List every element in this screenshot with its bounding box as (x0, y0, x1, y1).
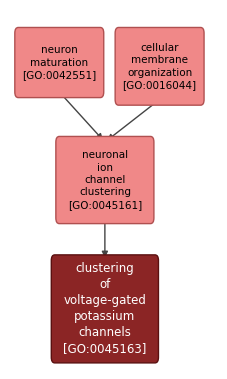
FancyBboxPatch shape (51, 255, 158, 363)
FancyBboxPatch shape (115, 28, 203, 105)
FancyBboxPatch shape (15, 28, 103, 98)
FancyBboxPatch shape (56, 136, 153, 224)
Text: clustering
of
voltage-gated
potassium
channels
[GO:0045163]: clustering of voltage-gated potassium ch… (63, 262, 146, 356)
Text: neuronal
ion
channel
clustering
[GO:0045161]: neuronal ion channel clustering [GO:0045… (67, 150, 141, 210)
Text: cellular
membrane
organization
[GO:0016044]: cellular membrane organization [GO:00160… (122, 43, 196, 90)
Text: neuron
maturation
[GO:0042551]: neuron maturation [GO:0042551] (22, 45, 96, 80)
